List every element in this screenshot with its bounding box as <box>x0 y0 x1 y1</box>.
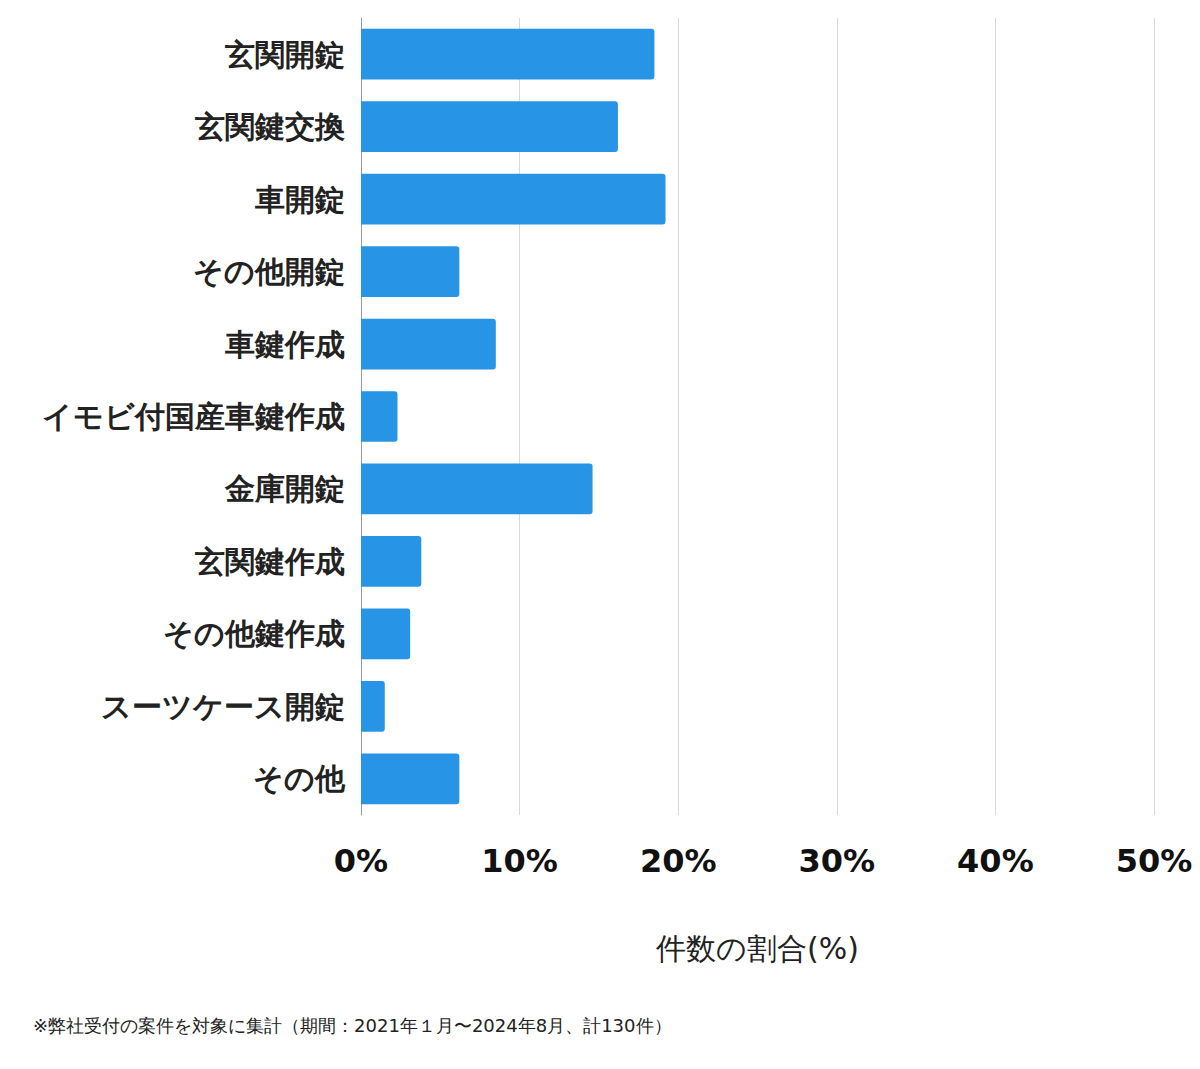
svg-text:40%: 40% <box>957 842 1034 880</box>
svg-text:その他: その他 <box>253 761 346 796</box>
svg-text:その他鍵作成: その他鍵作成 <box>163 616 345 651</box>
svg-text:玄関開錠: 玄関開錠 <box>224 37 345 72</box>
svg-text:その他開錠: その他開錠 <box>193 254 345 289</box>
svg-text:金庫開錠: 金庫開錠 <box>224 471 345 506</box>
svg-text:件数の割合(%): 件数の割合(%) <box>656 931 859 966</box>
svg-text:20%: 20% <box>640 842 717 880</box>
svg-text:玄関鍵交換: 玄関鍵交換 <box>194 109 345 144</box>
svg-text:0%: 0% <box>334 842 388 880</box>
svg-text:車鍵作成: 車鍵作成 <box>224 327 345 362</box>
svg-text:30%: 30% <box>799 842 876 880</box>
svg-text:10%: 10% <box>481 842 558 880</box>
svg-text:玄関鍵作成: 玄関鍵作成 <box>194 544 345 579</box>
svg-text:イモビ付国産車鍵作成: イモビ付国産車鍵作成 <box>42 399 345 434</box>
svg-text:※弊社受付の案件を対象に集計（期間：2021年１月〜2024: ※弊社受付の案件を対象に集計（期間：2021年１月〜2024年8月、計130件） <box>33 1015 672 1036</box>
svg-text:50%: 50% <box>1116 842 1193 880</box>
svg-text:スーツケース開錠: スーツケース開錠 <box>101 689 345 724</box>
svg-text:車開錠: 車開錠 <box>254 182 345 217</box>
